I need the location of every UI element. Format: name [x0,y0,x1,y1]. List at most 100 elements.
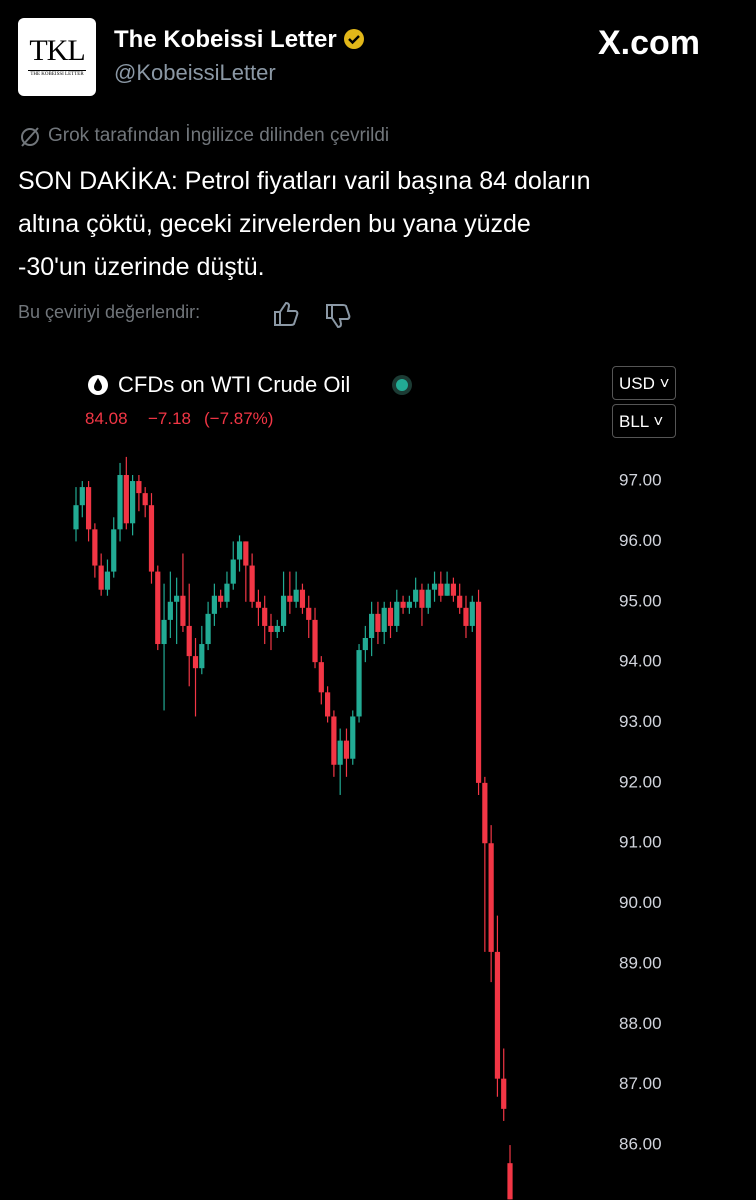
candle-body [85,487,92,530]
candle-body [136,481,142,494]
candle-body [457,595,463,608]
oil-icon [88,375,108,395]
site-logo: X.com [598,24,701,62]
candle-body [406,601,412,608]
candle-body [274,625,280,632]
rate-prompt: Bu çeviriyi değerlendir: [18,302,201,322]
candle-body [425,589,431,608]
candle-body [501,1078,507,1109]
candle-body [130,481,136,524]
candle-body [192,656,199,669]
quote-change-percent: (−7.87%) [204,409,274,428]
candle-body [299,589,306,608]
author-handle[interactable]: @KobeissiLetter [114,60,276,85]
tweet-text: altına çöktü, geceki zirvelerden bu yana… [18,210,531,238]
author-name[interactable]: The Kobeissi Letter [114,26,365,54]
candle-body [318,662,324,693]
candle-body [211,595,217,614]
y-tick-label: 86.00 [619,1135,662,1154]
candle-body [438,583,444,596]
candle-body [387,607,394,626]
y-tick-label: 89.00 [619,953,662,972]
y-tick-label: 96.00 [619,531,662,550]
candle-body [450,583,456,596]
y-tick-label: 90.00 [619,893,662,912]
candle-body [293,589,299,602]
y-tick-label: 94.00 [619,652,662,671]
candle-body [218,595,224,602]
candle-body [79,487,85,506]
unit: BLL [619,412,649,431]
candle-body [180,595,186,626]
candle-body [117,475,123,530]
candle-body [92,529,98,566]
candle-body [167,601,173,620]
thumbs-up[interactable] [272,300,300,328]
thumbs-down[interactable] [324,302,352,330]
candle-body [444,583,450,596]
candle-body [463,607,469,626]
candle-body [337,740,343,765]
candle-body [98,565,104,590]
verified-badge [344,29,365,49]
candle-body [413,589,419,602]
candle-body [73,505,79,530]
candle-body [142,493,148,506]
candle-body [431,583,438,590]
candle-body [400,601,406,608]
quote-change: −7.18 [148,409,192,428]
y-tick-label: 95.00 [619,591,662,610]
tweet-text: -30'un üzerinde düştü. [18,253,265,281]
candle-body [475,601,482,783]
candle-body [262,607,268,626]
candle-body [488,843,494,952]
candle-body [111,529,117,572]
candle-body [312,619,318,663]
logo-subtext: THE KOBEISSI LETTER [28,70,86,77]
currency-dropdown[interactable]: USD ˅ [612,366,676,400]
candle-body [469,601,475,626]
candle-body [287,595,293,602]
candle-body [148,505,155,572]
candle-body [224,583,230,602]
translate-icon [21,127,39,147]
candle-body [331,716,337,765]
candle-body [123,475,129,524]
candle-body [507,1163,513,1200]
candle-body [394,601,400,626]
market-status [392,375,412,395]
candle-body [249,565,255,602]
quote-price: 84.08 [85,409,128,428]
candle-body [186,625,192,657]
currency: USD [619,374,655,393]
candle-body [381,607,387,632]
candle-body [362,637,368,651]
chart-title: CFDs on WTI Crude Oil [118,372,351,397]
candle-body [280,595,287,626]
candle-body [356,650,362,717]
unit-dropdown[interactable]: BLL ˅ [612,404,676,438]
candle-body [104,571,111,590]
candle-body [243,541,249,566]
logo-text: TKL [29,34,85,67]
chart: 97.00 96.00 95.00 94.00 93.00 92.00 91.00 90.00… [73,456,662,1200]
candle-body [306,607,312,620]
translation-note: Grok tarafından İngilizce dilinden çevri… [48,125,390,146]
candle-body [155,571,161,645]
candle-body [199,644,205,669]
candle-body [419,589,425,608]
y-tick-label: 97.00 [619,471,662,490]
avatar[interactable]: TKL THE KOBEISSI LETTER [18,18,96,96]
candle-body [482,782,488,844]
y-tick-label: 93.00 [619,712,662,731]
candle-body [236,541,243,560]
candle-body [375,613,381,632]
candle-body [325,692,331,717]
tweet-text: SON DAKİKA: Petrol fiyatları varil başın… [18,167,591,195]
candle-body [350,716,356,759]
candle-body [230,559,236,584]
candle-body [494,951,501,1079]
y-tick-label: 92.00 [619,772,662,791]
candle-body [369,613,375,638]
